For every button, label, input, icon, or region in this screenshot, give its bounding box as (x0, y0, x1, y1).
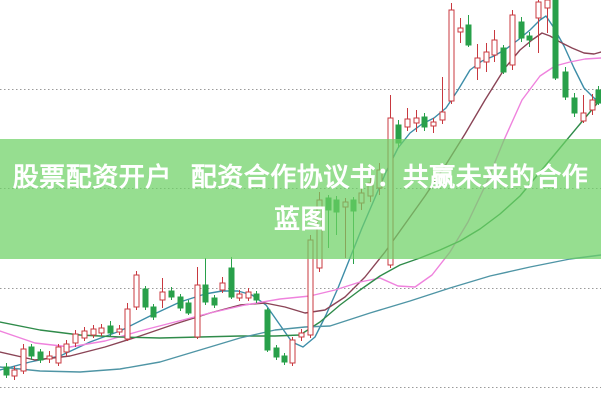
banner-title-line1: 股票配资开户 配资合作协议书：共赢未来的合作 (12, 163, 589, 193)
banner-title-line2: 蓝图 (273, 205, 327, 235)
promo-banner: 股票配资开户 配资合作协议书：共赢未来的合作 蓝图 (0, 139, 601, 259)
